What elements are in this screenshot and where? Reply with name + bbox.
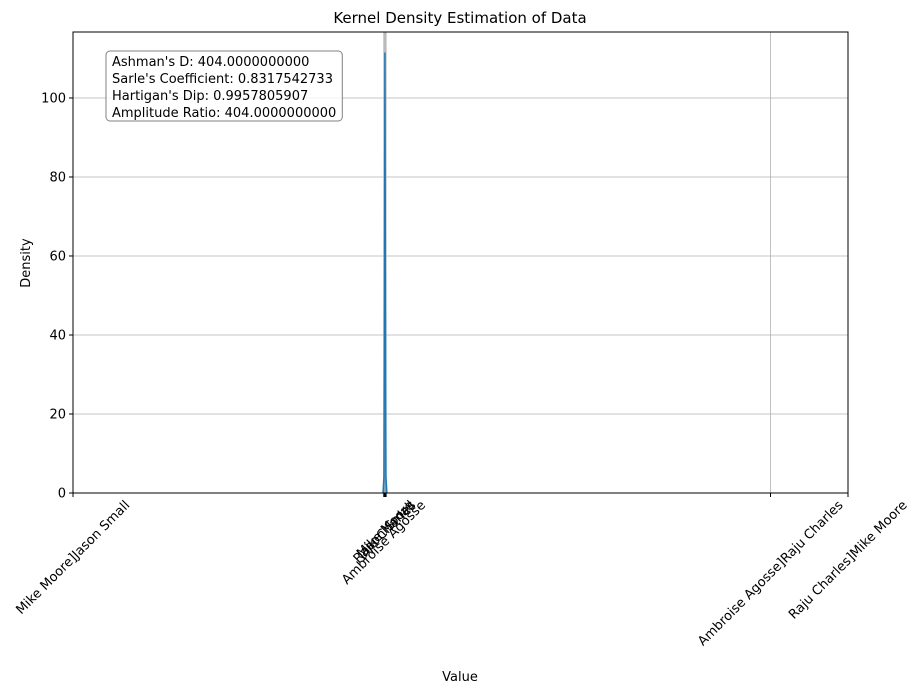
x-tick-label: Jason Small [354,498,418,562]
plot-frame [72,31,849,494]
y-tick-label: 100 [41,91,66,106]
stats-box: Ashman's D: 404.0000000000 Sarle's Coeffi… [105,50,343,122]
y-tick-label: 60 [49,249,66,264]
y-tick-label: 80 [49,170,66,185]
stats-text: Amplitude Ratio: 404.0000000000 [112,106,336,121]
stats-text: Hartigan's Dip: 0.9957805907 [112,89,308,104]
y-tick-label: 40 [49,328,66,343]
x-axis-label: Value [442,670,478,685]
stats-text: Sarle's Coefficient: 0.8317542733 [112,72,333,87]
y-axis-label: Density [19,238,34,288]
density-line [382,52,388,494]
y-tick-label: 20 [49,407,66,422]
stats-box-frame [105,50,343,122]
x-tick-label: Mike Moore]Jason Small [14,498,134,618]
x-tick-label: Raju Charles]Mike Moore [786,498,910,622]
chart-title: Kernel Density Estimation of Data [333,9,586,27]
stats-text: Ashman's D: 404.0000000000 [112,55,309,70]
y-tick-label: 0 [58,487,66,502]
